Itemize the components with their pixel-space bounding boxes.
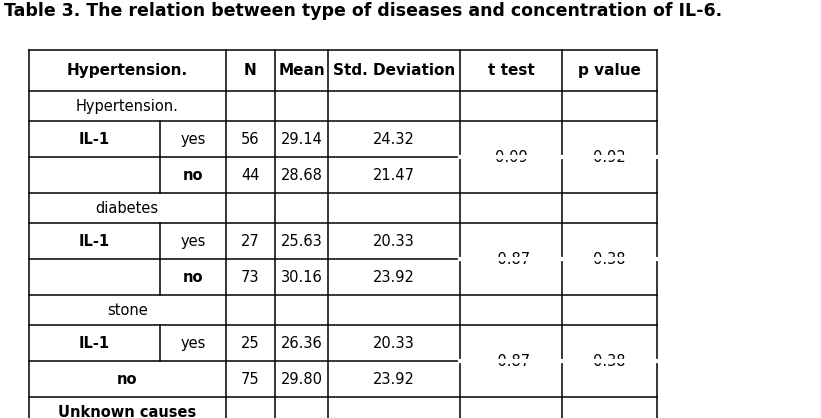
Text: yes: yes <box>181 336 205 351</box>
Text: -0.87: -0.87 <box>492 354 530 369</box>
Text: 24.32: 24.32 <box>373 132 415 147</box>
Text: 29.14: 29.14 <box>281 132 323 147</box>
Text: IL-1: IL-1 <box>79 132 110 147</box>
Text: 26.36: 26.36 <box>281 336 323 351</box>
Text: N: N <box>244 63 257 78</box>
Text: -0.87: -0.87 <box>492 252 530 267</box>
Text: 23.92: 23.92 <box>373 372 415 387</box>
Text: 23.92: 23.92 <box>373 270 415 285</box>
Text: 27: 27 <box>241 234 259 249</box>
Text: yes: yes <box>181 234 205 249</box>
Text: IL-1: IL-1 <box>79 234 110 249</box>
Text: 25.63: 25.63 <box>281 234 323 249</box>
Text: 20.33: 20.33 <box>374 336 415 351</box>
Text: 44: 44 <box>241 168 259 183</box>
Text: 25: 25 <box>241 336 259 351</box>
Text: 73: 73 <box>241 270 259 285</box>
Text: 21.47: 21.47 <box>373 168 415 183</box>
Text: 20.33: 20.33 <box>374 234 415 249</box>
Text: no: no <box>183 270 203 285</box>
Text: stone: stone <box>107 303 148 318</box>
Text: IL-1: IL-1 <box>79 336 110 351</box>
Text: 75: 75 <box>241 372 259 387</box>
Text: Mean: Mean <box>278 63 325 78</box>
Text: no: no <box>183 168 203 183</box>
Text: 56: 56 <box>241 132 259 147</box>
Text: Hypertension.: Hypertension. <box>76 99 179 114</box>
Text: diabetes: diabetes <box>96 201 158 216</box>
Text: 0.38: 0.38 <box>594 252 626 267</box>
Text: Hypertension.: Hypertension. <box>67 63 188 78</box>
Text: 29.80: 29.80 <box>281 372 323 387</box>
Text: 28.68: 28.68 <box>281 168 323 183</box>
Text: Table 3. The relation between type of diseases and concentration of IL-6.: Table 3. The relation between type of di… <box>4 2 722 20</box>
Text: 0.38: 0.38 <box>594 354 626 369</box>
Text: no: no <box>117 372 137 387</box>
Text: Std. Deviation: Std. Deviation <box>333 63 455 78</box>
Text: yes: yes <box>181 132 205 147</box>
Text: 30.16: 30.16 <box>281 270 323 285</box>
Text: t test: t test <box>488 63 534 78</box>
Text: p value: p value <box>578 63 641 78</box>
Text: Unknown causes: Unknown causes <box>58 405 196 418</box>
Text: 0.09: 0.09 <box>495 150 527 165</box>
Text: 0.92: 0.92 <box>594 150 626 165</box>
